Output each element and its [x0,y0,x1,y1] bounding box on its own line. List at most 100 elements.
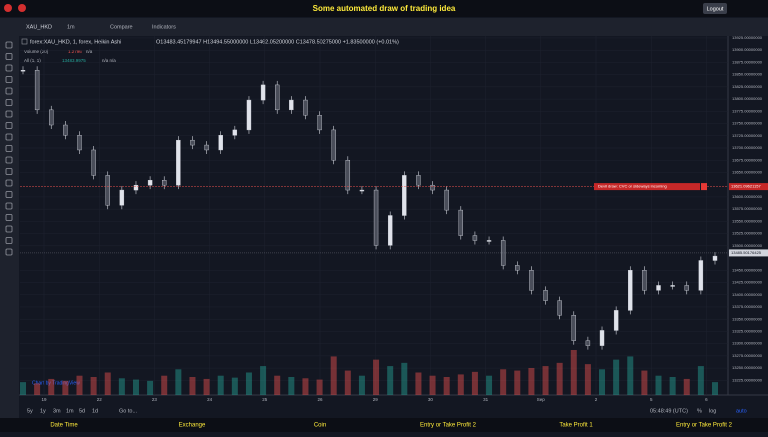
volume-bar [104,372,111,395]
tool-icon[interactable] [5,122,13,129]
price-tick-label: 13375.00000000 [732,304,763,309]
tool-icon[interactable] [5,156,13,164]
auto-toggle[interactable]: auto [736,408,747,414]
top-bar [0,0,768,17]
volume-bar [62,380,69,395]
volume-bar [387,366,394,395]
volume-bar [415,372,422,395]
tool-icon[interactable] [5,110,13,118]
volume-bar [90,377,97,395]
volume-bar [147,380,154,395]
footer [0,418,768,432]
time-tick-label: 26 [317,397,323,402]
range-button[interactable]: 1d [92,408,98,414]
time-tick-label: 6 [705,397,708,402]
volume-bar [471,371,478,395]
legend-na: n/a n/a [102,58,116,63]
volume-bar [486,375,493,395]
price-tick-label: 13250.00000000 [732,365,763,370]
volume-bar [189,377,196,395]
candle [628,270,633,311]
candle [642,270,647,291]
volume-bar [344,370,351,395]
price-label: 13621.09621157 [731,184,762,189]
volume-bar [203,378,210,395]
percent-toggle[interactable]: % [697,408,702,414]
tool-icon[interactable] [5,41,13,49]
tool-icon[interactable] [5,99,13,106]
tool-icon[interactable] [5,145,13,152]
tool-icon[interactable] [5,64,13,72]
footer-label: Take Profit 1 [559,423,593,429]
time-tick-label: 29 [373,397,379,402]
tool-icon[interactable] [5,53,13,60]
volume-bar [358,375,365,395]
time-tick-label: 31 [483,397,489,402]
tool-icon[interactable] [5,191,13,198]
candle [218,135,223,151]
tool-icon[interactable] [5,225,13,233]
tool-icon[interactable] [5,87,13,95]
volume-bar [373,359,380,395]
compare[interactable]: Compare [110,24,133,30]
symbol[interactable]: XAU_HKD [26,24,52,30]
candle [585,340,591,346]
goto[interactable]: Go to... [119,408,138,414]
volume-bar [500,369,507,395]
candle [670,285,675,287]
candle [147,180,153,186]
candle [176,139,181,186]
volume-bar [655,375,662,395]
logout-button[interactable] [703,3,727,14]
logout-label[interactable]: Logout [707,6,724,12]
indicators[interactable]: Indicators [152,24,176,30]
range-button[interactable]: 5d [79,408,85,414]
price-tick-label: 13400.00000000 [732,292,763,297]
footer-label: Coin [314,423,326,429]
candle [613,310,619,331]
interval[interactable]: 1m [67,24,75,30]
volume-bar [401,362,408,395]
toolbar [0,18,768,36]
price-tick-label: 13825.00000000 [732,84,763,89]
candle [712,255,718,261]
volume-bar [118,378,125,395]
price-tick-label: 13775.00000000 [732,108,763,113]
candle [246,99,252,131]
icon[interactable] [18,4,26,12]
tool-icon[interactable] [5,179,13,187]
time-tick-label: 5 [650,397,653,402]
range-button[interactable]: 3m [53,408,61,414]
price-tick-label: 13325.00000000 [732,328,763,333]
volume-bar [132,379,139,395]
volume-bar [627,356,634,395]
tool-icon[interactable] [5,237,13,244]
candle [656,285,661,291]
tool-icon[interactable] [5,133,13,141]
tool-icon[interactable] [5,168,13,175]
watermark[interactable]: Chart by TradingView [32,380,80,386]
clock: 05:48:49 (UTC) [650,408,688,414]
candle [599,330,605,346]
candle [303,99,308,116]
time-tick-label: 22 [97,397,103,402]
log-toggle[interactable]: log [709,408,716,414]
range-button[interactable]: 1y [40,408,46,414]
time-tick-label: 23 [152,397,158,402]
candle [529,270,534,291]
price-tick-label: 13275.00000000 [732,353,763,358]
icon[interactable] [4,4,12,12]
tool-icon[interactable] [5,248,13,256]
tool-icon[interactable] [5,202,13,210]
volume-bar [288,377,295,395]
page-title: Some automated draw of trading idea [313,4,456,13]
candle [63,124,68,136]
candle [472,235,478,241]
tool-icon[interactable] [5,76,13,83]
volume-bar [330,356,337,395]
volume-bar [161,375,168,395]
tool-icon[interactable] [5,214,13,221]
candle [571,315,576,341]
range-button[interactable]: 5y [27,408,33,414]
range-button[interactable]: 1m [66,408,74,414]
